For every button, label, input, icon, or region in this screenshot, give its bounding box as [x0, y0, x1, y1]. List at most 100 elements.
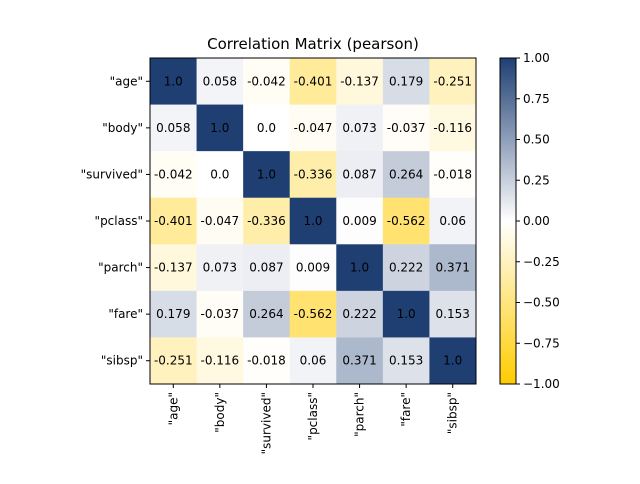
chart-title: Correlation Matrix (pearson) — [207, 35, 419, 53]
cell-value-label: 1.0 — [397, 307, 416, 321]
cell-value-label: 0.058 — [156, 121, 190, 135]
cell-value-label: 0.06 — [439, 214, 466, 228]
cell-value-label: 0.179 — [156, 307, 190, 321]
cell-value-label: -0.336 — [294, 167, 333, 181]
heatmap-cell — [150, 58, 198, 106]
heatmap-cell — [150, 197, 198, 245]
cell-value-label: -0.037 — [201, 307, 240, 321]
heatmap-cell — [429, 337, 477, 385]
heatmap-cell — [150, 337, 198, 385]
cell-value-label: -0.562 — [387, 214, 426, 228]
heatmap-cell — [336, 151, 384, 199]
cell-value-label: 0.0 — [257, 121, 276, 135]
cell-value-label: -0.401 — [294, 74, 333, 88]
heatmap-cell — [150, 151, 198, 199]
cell-value-label: 1.0 — [443, 354, 462, 368]
cell-value-label: -0.116 — [433, 121, 472, 135]
colorbar-tick-label: −0.25 — [523, 255, 560, 269]
colorbar-tick-label: 0.00 — [523, 214, 550, 228]
heatmap-cell — [243, 58, 291, 106]
cell-value-label: 0.058 — [203, 74, 237, 88]
cell-value-label: -0.336 — [247, 214, 286, 228]
heatmap-cell — [382, 58, 430, 106]
heatmap-cell — [382, 104, 430, 152]
cell-value-label: 0.264 — [249, 307, 283, 321]
heatmap-cell-labels: 1.0 0.058 -0.042 -0.401 -0.137 0.179 -0.251 0.0… — [154, 74, 472, 367]
heatmap-cell — [243, 244, 291, 292]
heatmap-cell — [196, 290, 244, 338]
heatmap-cell — [336, 58, 384, 106]
colorbar — [500, 58, 516, 384]
heatmap-cell — [382, 337, 430, 385]
cell-value-label: -0.042 — [247, 74, 286, 88]
cell-value-label: -0.401 — [154, 214, 193, 228]
y-tick-label: "body" — [102, 121, 143, 135]
heatmap-cells — [150, 58, 477, 385]
colorbar-tick-label: 0.75 — [523, 92, 550, 106]
colorbar-tick-label: 0.50 — [523, 133, 550, 147]
colorbar-tick-label: −0.75 — [523, 336, 560, 350]
heatmap-cell — [382, 290, 430, 338]
heatmap-cell — [289, 244, 337, 292]
y-tick-label: "age" — [110, 74, 143, 88]
cell-value-label: 1.0 — [164, 74, 183, 88]
heatmap-cell — [382, 151, 430, 199]
heatmap-cell — [243, 290, 291, 338]
cell-value-label: -0.562 — [294, 307, 333, 321]
cell-value-label: -0.137 — [154, 261, 193, 275]
cell-value-label: 0.153 — [389, 354, 423, 368]
cell-value-label: -0.137 — [340, 74, 379, 88]
y-axis: "age" "body" "survived" "pclass" "parch" "far… — [81, 74, 150, 368]
heatmap-cell — [336, 244, 384, 292]
x-tick-label: "survived" — [259, 392, 273, 454]
x-tick-label: "pclass" — [306, 392, 320, 440]
colorbar-axis: 1.00 0.75 0.50 0.25 0.00 −0.25 −0.50 −0.75 −1.00 — [516, 51, 560, 391]
cell-value-label: -0.037 — [387, 121, 426, 135]
colorbar-tick-label: 1.00 — [523, 51, 550, 65]
heatmap-cell — [196, 58, 244, 106]
heatmap-cell — [196, 337, 244, 385]
cell-value-label: -0.047 — [201, 214, 240, 228]
heatmap-cell — [429, 244, 477, 292]
cell-value-label: 0.0 — [210, 167, 229, 181]
cell-value-label: 0.073 — [203, 261, 237, 275]
heatmap-cell — [336, 337, 384, 385]
heatmap-cell — [382, 197, 430, 245]
heatmap-cell — [336, 104, 384, 152]
cell-value-label: 1.0 — [303, 214, 322, 228]
x-axis: "age" "body" "survived" "pclass" "parch" "far… — [166, 384, 460, 454]
y-tick-label: "fare" — [108, 307, 143, 321]
cell-value-label: 0.371 — [436, 261, 470, 275]
heatmap-cell — [196, 151, 244, 199]
heatmap-cell — [150, 104, 198, 152]
heatmap-cell — [429, 197, 477, 245]
cell-value-label: 1.0 — [350, 261, 369, 275]
heatmap-cell — [289, 58, 337, 106]
colorbar-tick-label: −0.50 — [523, 296, 560, 310]
colorbar-tick-label: −1.00 — [523, 377, 560, 391]
y-tick-label: "survived" — [81, 167, 143, 181]
colorbar-tick-label: 0.25 — [523, 173, 550, 187]
heatmap-cell — [196, 104, 244, 152]
heatmap-cell — [289, 197, 337, 245]
heatmap-cell — [336, 197, 384, 245]
cell-value-label: -0.018 — [433, 167, 472, 181]
heatmap-cell — [289, 151, 337, 199]
heatmap-cell — [243, 337, 291, 385]
heatmap-cell — [196, 244, 244, 292]
cell-value-label: 0.264 — [389, 167, 423, 181]
y-tick-label: "sibsp" — [101, 354, 143, 368]
y-tick-label: "pclass" — [95, 214, 143, 228]
cell-value-label: -0.251 — [154, 354, 193, 368]
heatmap-cell — [382, 244, 430, 292]
cell-value-label: 0.06 — [300, 354, 327, 368]
cell-value-label: 1.0 — [257, 167, 276, 181]
heatmap-cell — [429, 58, 477, 106]
heatmap-cell — [429, 151, 477, 199]
x-tick-label: "age" — [166, 392, 180, 425]
cell-value-label: 0.179 — [389, 74, 423, 88]
x-tick-label: "sibsp" — [446, 392, 460, 434]
cell-value-label: 0.153 — [436, 307, 470, 321]
cell-value-label: 0.073 — [342, 121, 376, 135]
